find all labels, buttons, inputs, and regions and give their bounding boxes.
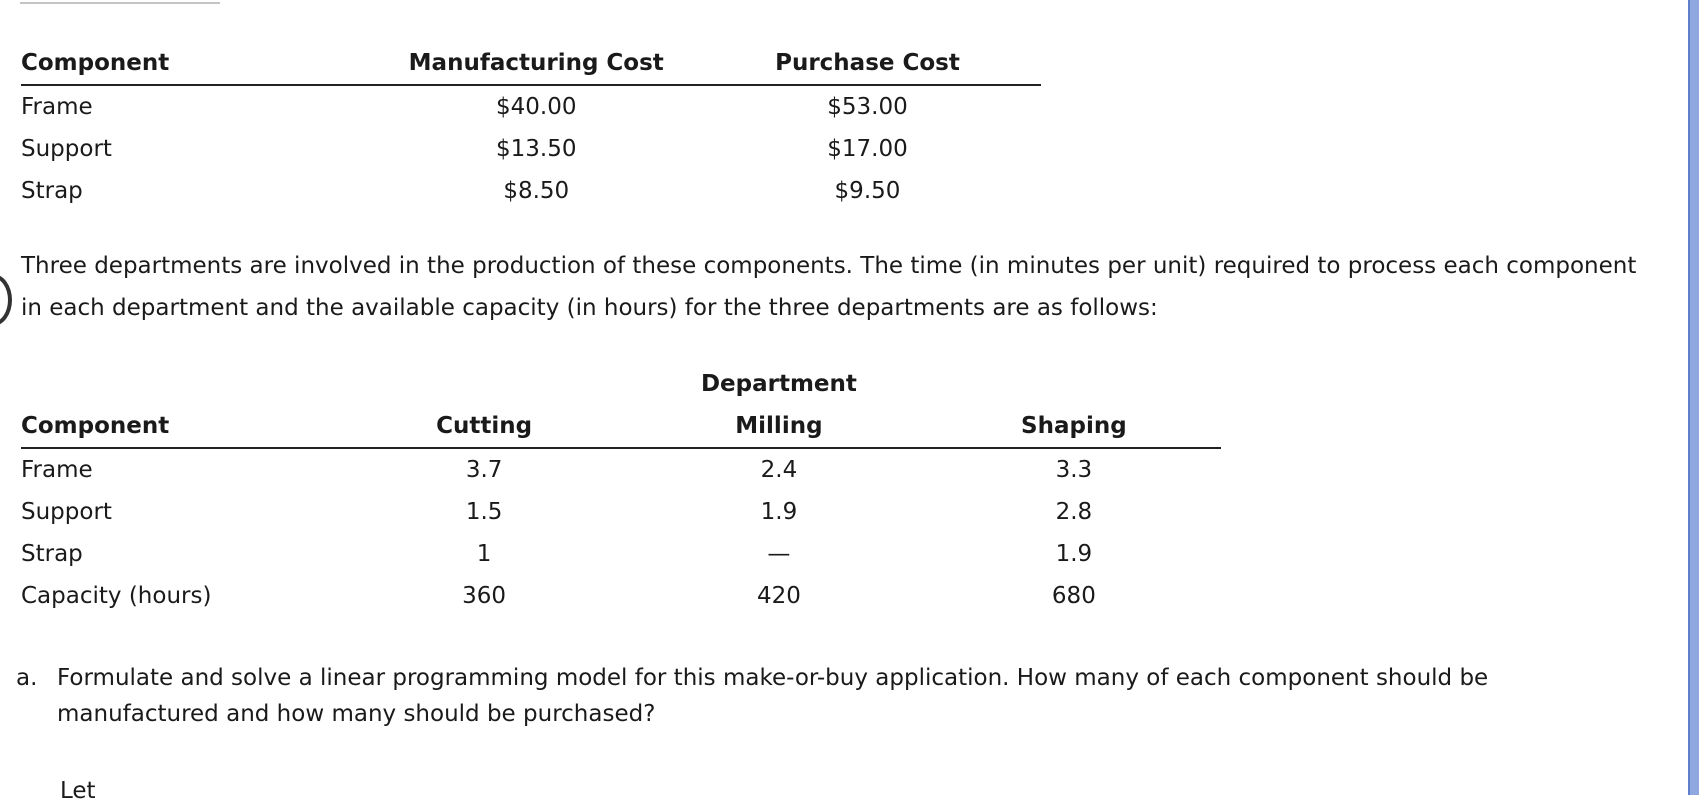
cell: Frame — [21, 457, 93, 483]
cell: $17.00 — [827, 136, 908, 162]
cell: 1.9 — [760, 499, 798, 525]
cell: Strap — [21, 541, 83, 567]
cell: $40.00 — [496, 94, 577, 120]
department-table-header: Component Cutting Milling Shaping — [21, 405, 1221, 449]
cell: $53.00 — [827, 94, 908, 120]
cost-header-purchase: Purchase Cost — [693, 42, 1041, 86]
table-row: Capacity (hours) 360 420 680 — [21, 575, 1221, 617]
dept-header-milling: Milling — [631, 405, 927, 449]
cost-header-manufacturing: Manufacturing Cost — [378, 42, 694, 86]
question-marker: a. — [16, 665, 38, 691]
department-table: Department Component Cutting Milling Sha… — [21, 363, 1221, 617]
department-group-header: Department — [700, 371, 857, 397]
left-edge-circle-icon — [0, 274, 12, 326]
table-row: Frame 3.7 2.4 3.3 — [21, 448, 1221, 491]
cell: 2.8 — [1055, 499, 1093, 525]
cell: Capacity (hours) — [21, 583, 212, 609]
cell: 3.7 — [465, 457, 503, 483]
dept-header-shaping: Shaping — [926, 405, 1221, 449]
cost-header-component: Component — [21, 42, 379, 86]
cost-table-header: Component Manufacturing Cost Purchase Co… — [21, 42, 1041, 86]
cell: — — [767, 541, 791, 567]
cell: $8.50 — [503, 178, 570, 204]
scrollbar[interactable] — [1688, 0, 1699, 795]
cell: $9.50 — [834, 178, 901, 204]
cell: Strap — [21, 178, 83, 204]
cell: Support — [21, 499, 112, 525]
table-row: Frame $40.00 $53.00 — [21, 85, 1041, 128]
table-row: Support 1.5 1.9 2.8 — [21, 491, 1221, 533]
intro-paragraph: Three departments are involved in the pr… — [21, 245, 1641, 329]
dept-header-cutting: Cutting — [337, 405, 632, 449]
cell: Support — [21, 136, 112, 162]
cell: 420 — [756, 583, 801, 609]
clipped-previous-line — [20, 0, 220, 4]
cell: 360 — [462, 583, 507, 609]
question-text: Formulate and solve a linear programming… — [57, 665, 1489, 727]
department-group-header-row: Department — [21, 363, 1221, 405]
cell: 3.3 — [1055, 457, 1093, 483]
dept-header-component: Component — [21, 405, 338, 449]
cell: 1.5 — [465, 499, 503, 525]
question-a: a. Formulate and solve a linear programm… — [16, 660, 1636, 732]
cell: 1 — [476, 541, 492, 567]
cell: Frame — [21, 94, 93, 120]
cell: 680 — [1051, 583, 1096, 609]
let-text: Let — [60, 778, 96, 804]
cell: $13.50 — [496, 136, 577, 162]
cost-table: Component Manufacturing Cost Purchase Co… — [21, 42, 1041, 212]
cell: 2.4 — [760, 457, 798, 483]
cell: 1.9 — [1055, 541, 1093, 567]
table-row: Strap 1 — 1.9 — [21, 533, 1221, 575]
paragraph-text: Three departments are involved in the pr… — [21, 253, 1637, 321]
table-row: Strap $8.50 $9.50 — [21, 170, 1041, 212]
table-row: Support $13.50 $17.00 — [21, 128, 1041, 170]
